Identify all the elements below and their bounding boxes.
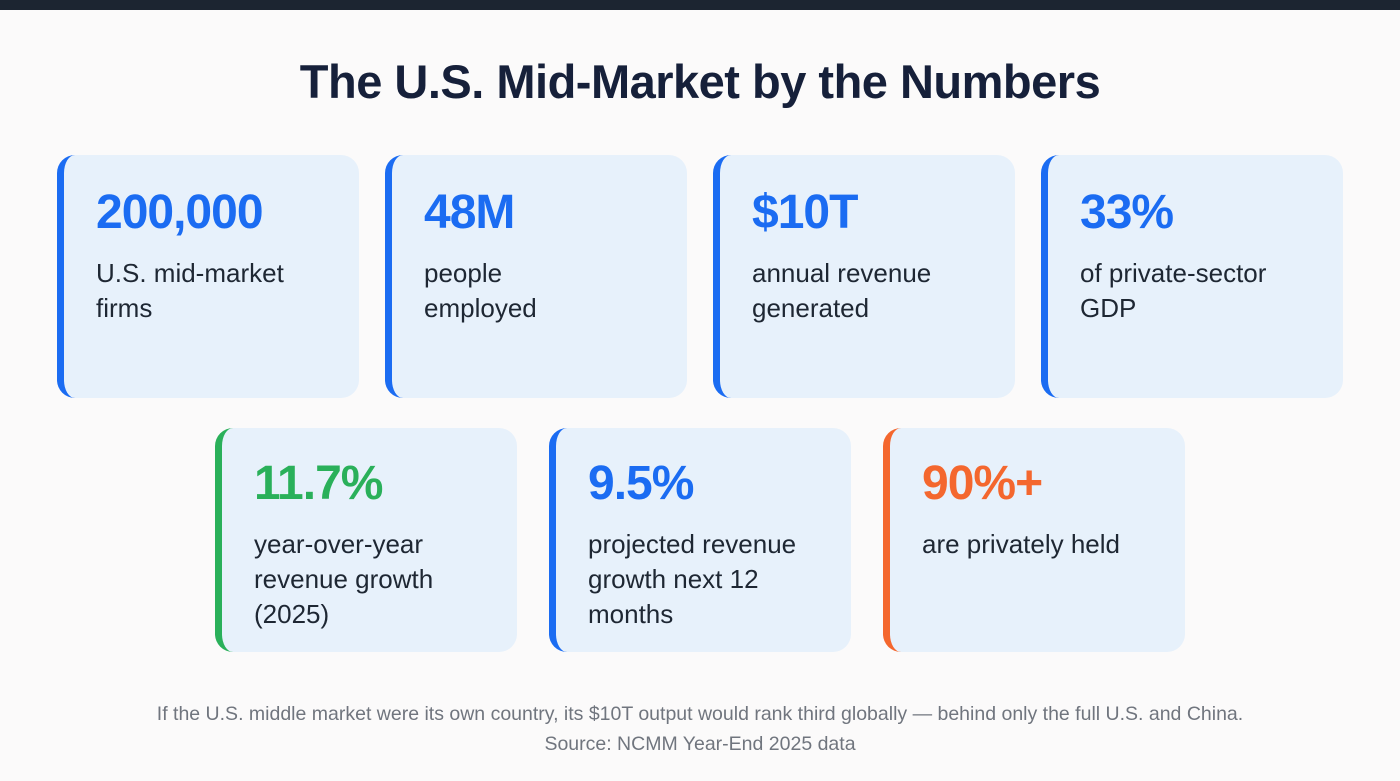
stat-label: are privately held xyxy=(922,529,1120,559)
stat-label: annual revenue generated xyxy=(752,258,932,324)
stat-label: people employed xyxy=(424,258,537,324)
stats-row-2: 11.7% year-over-year revenue growth (202… xyxy=(0,428,1400,652)
stat-value: 9.5% xyxy=(588,457,694,510)
stat-card: 9.5% projected revenue growth next 12 mo… xyxy=(549,428,851,652)
stat-card: 90%+ are privately held xyxy=(883,428,1185,652)
stat-value: 200,000 xyxy=(96,186,264,239)
stat-value: 48M xyxy=(424,186,515,239)
stat-card: 33% of private-sector GDP xyxy=(1041,155,1343,398)
page-title: The U.S. Mid-Market by the Numbers xyxy=(299,55,1101,108)
stat-value: 33% xyxy=(1080,186,1174,239)
stat-label: U.S. mid-market firms xyxy=(96,258,284,324)
stat-card: 48M people employed xyxy=(385,155,687,398)
stat-value: 11.7% xyxy=(254,457,383,510)
footer: If the U.S. middle market were its own c… xyxy=(0,700,1400,759)
footer-note: If the U.S. middle market were its own c… xyxy=(156,703,1244,725)
stat-value: 90%+ xyxy=(922,457,1043,510)
stat-card: 11.7% year-over-year revenue growth (202… xyxy=(215,428,517,652)
stat-label: of private-sector GDP xyxy=(1080,258,1267,324)
stat-card: $10T annual revenue generated xyxy=(713,155,1015,398)
infographic: The U.S. Mid-Market by the Numbers 200,0… xyxy=(0,0,1400,759)
stats-row-1: 200,000 U.S. mid-market firms 48M people… xyxy=(0,155,1400,398)
top-strip xyxy=(0,0,1400,10)
footer-source: Source: NCMM Year-End 2025 data xyxy=(544,733,856,756)
stat-value: $10T xyxy=(752,186,858,239)
stat-label: projected revenue growth next 12 months xyxy=(588,529,797,630)
stat-label: year-over-year revenue growth (2025) xyxy=(254,529,434,630)
stat-card: 200,000 U.S. mid-market firms xyxy=(57,155,359,398)
